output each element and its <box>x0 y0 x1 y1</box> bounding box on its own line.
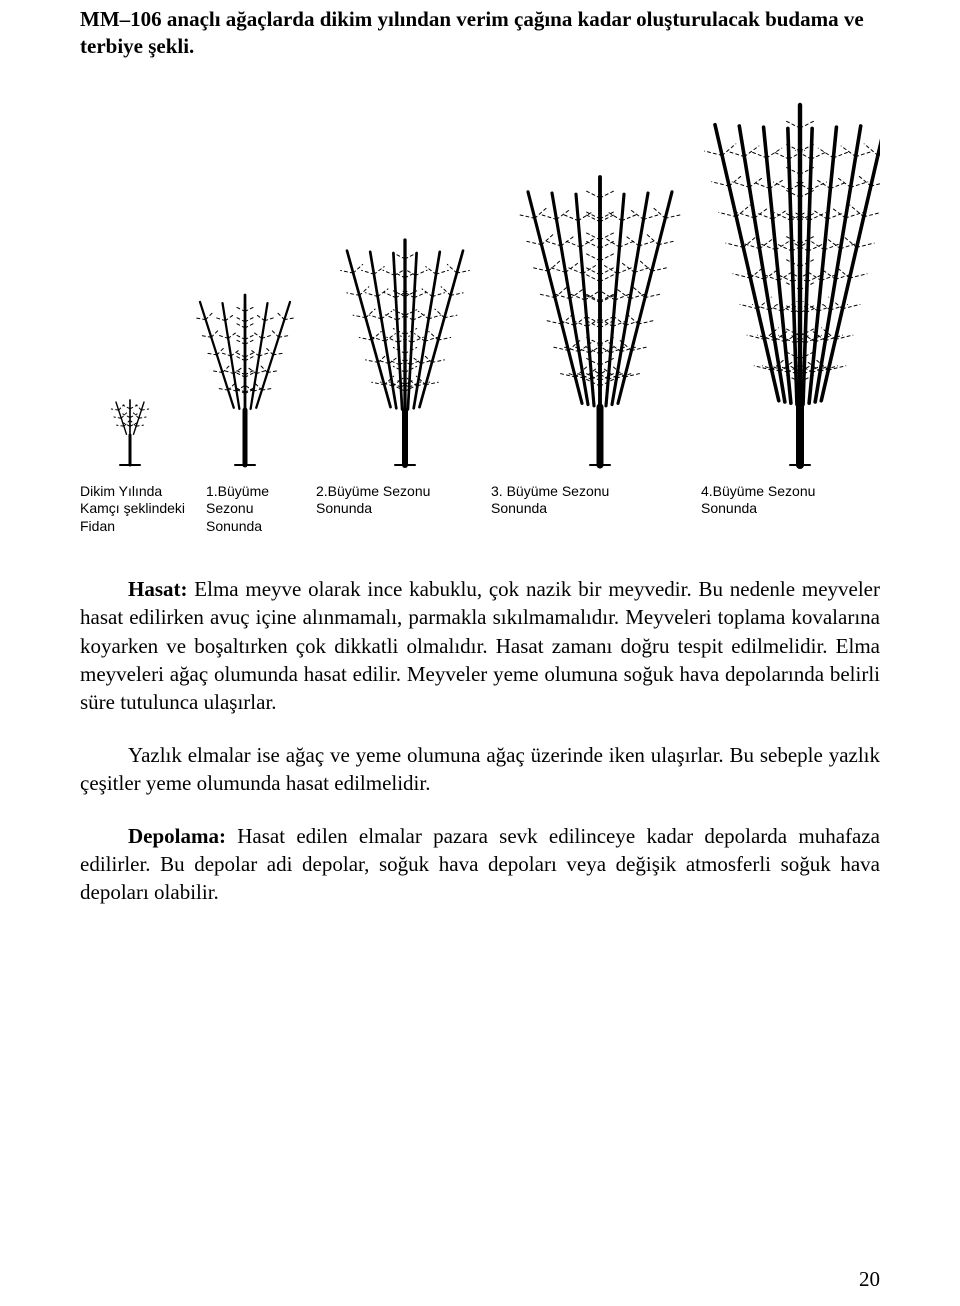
caption-text: Sonunda <box>491 500 695 518</box>
caption-col-1: 1.Büyüme Sezonu Sonunda <box>206 483 316 536</box>
paragraph-yazlik: Yazlık elmalar ise ağaç ve yeme olumuna … <box>80 741 880 798</box>
document-title: MM–106 anaçlı ağaçlarda dikim yılından v… <box>80 6 880 61</box>
caption-text: Kamçı şeklindeki <box>80 500 200 518</box>
tree-growth-figure <box>80 83 880 473</box>
caption-text: 1.Büyüme <box>206 483 310 501</box>
caption-text: Sezonu <box>206 500 310 518</box>
page-number: 20 <box>859 1267 880 1292</box>
caption-col-0: Dikim Yılında Kamçı şeklindeki Fidan <box>80 483 206 536</box>
caption-text: 3. Büyüme Sezonu <box>491 483 695 501</box>
caption-text: Sonunda <box>206 518 310 536</box>
depolama-label: Depolama: <box>128 824 226 848</box>
caption-text: 4.Büyüme Sezonu <box>701 483 865 501</box>
paragraph-depolama: Depolama: Hasat edilen elmalar pazara se… <box>80 822 880 907</box>
caption-col-4: 4.Büyüme Sezonu Sonunda <box>701 483 871 536</box>
caption-text: 2.Büyüme Sezonu <box>316 483 485 501</box>
figure-caption-row: Dikim Yılında Kamçı şeklindeki Fidan 1.B… <box>80 483 880 536</box>
caption-text: Sonunda <box>316 500 485 518</box>
caption-text: Sonunda <box>701 500 865 518</box>
paragraph-hasat: Hasat: Elma meyve olarak ince kabuklu, ç… <box>80 575 880 717</box>
caption-col-3: 3. Büyüme Sezonu Sonunda <box>491 483 701 536</box>
hasat-label: Hasat: <box>128 577 188 601</box>
caption-text: Fidan <box>80 518 200 536</box>
caption-text: Dikim Yılında <box>80 483 200 501</box>
caption-col-2: 2.Büyüme Sezonu Sonunda <box>316 483 491 536</box>
hasat-text: Elma meyve olarak ince kabuklu, çok nazi… <box>80 577 880 714</box>
